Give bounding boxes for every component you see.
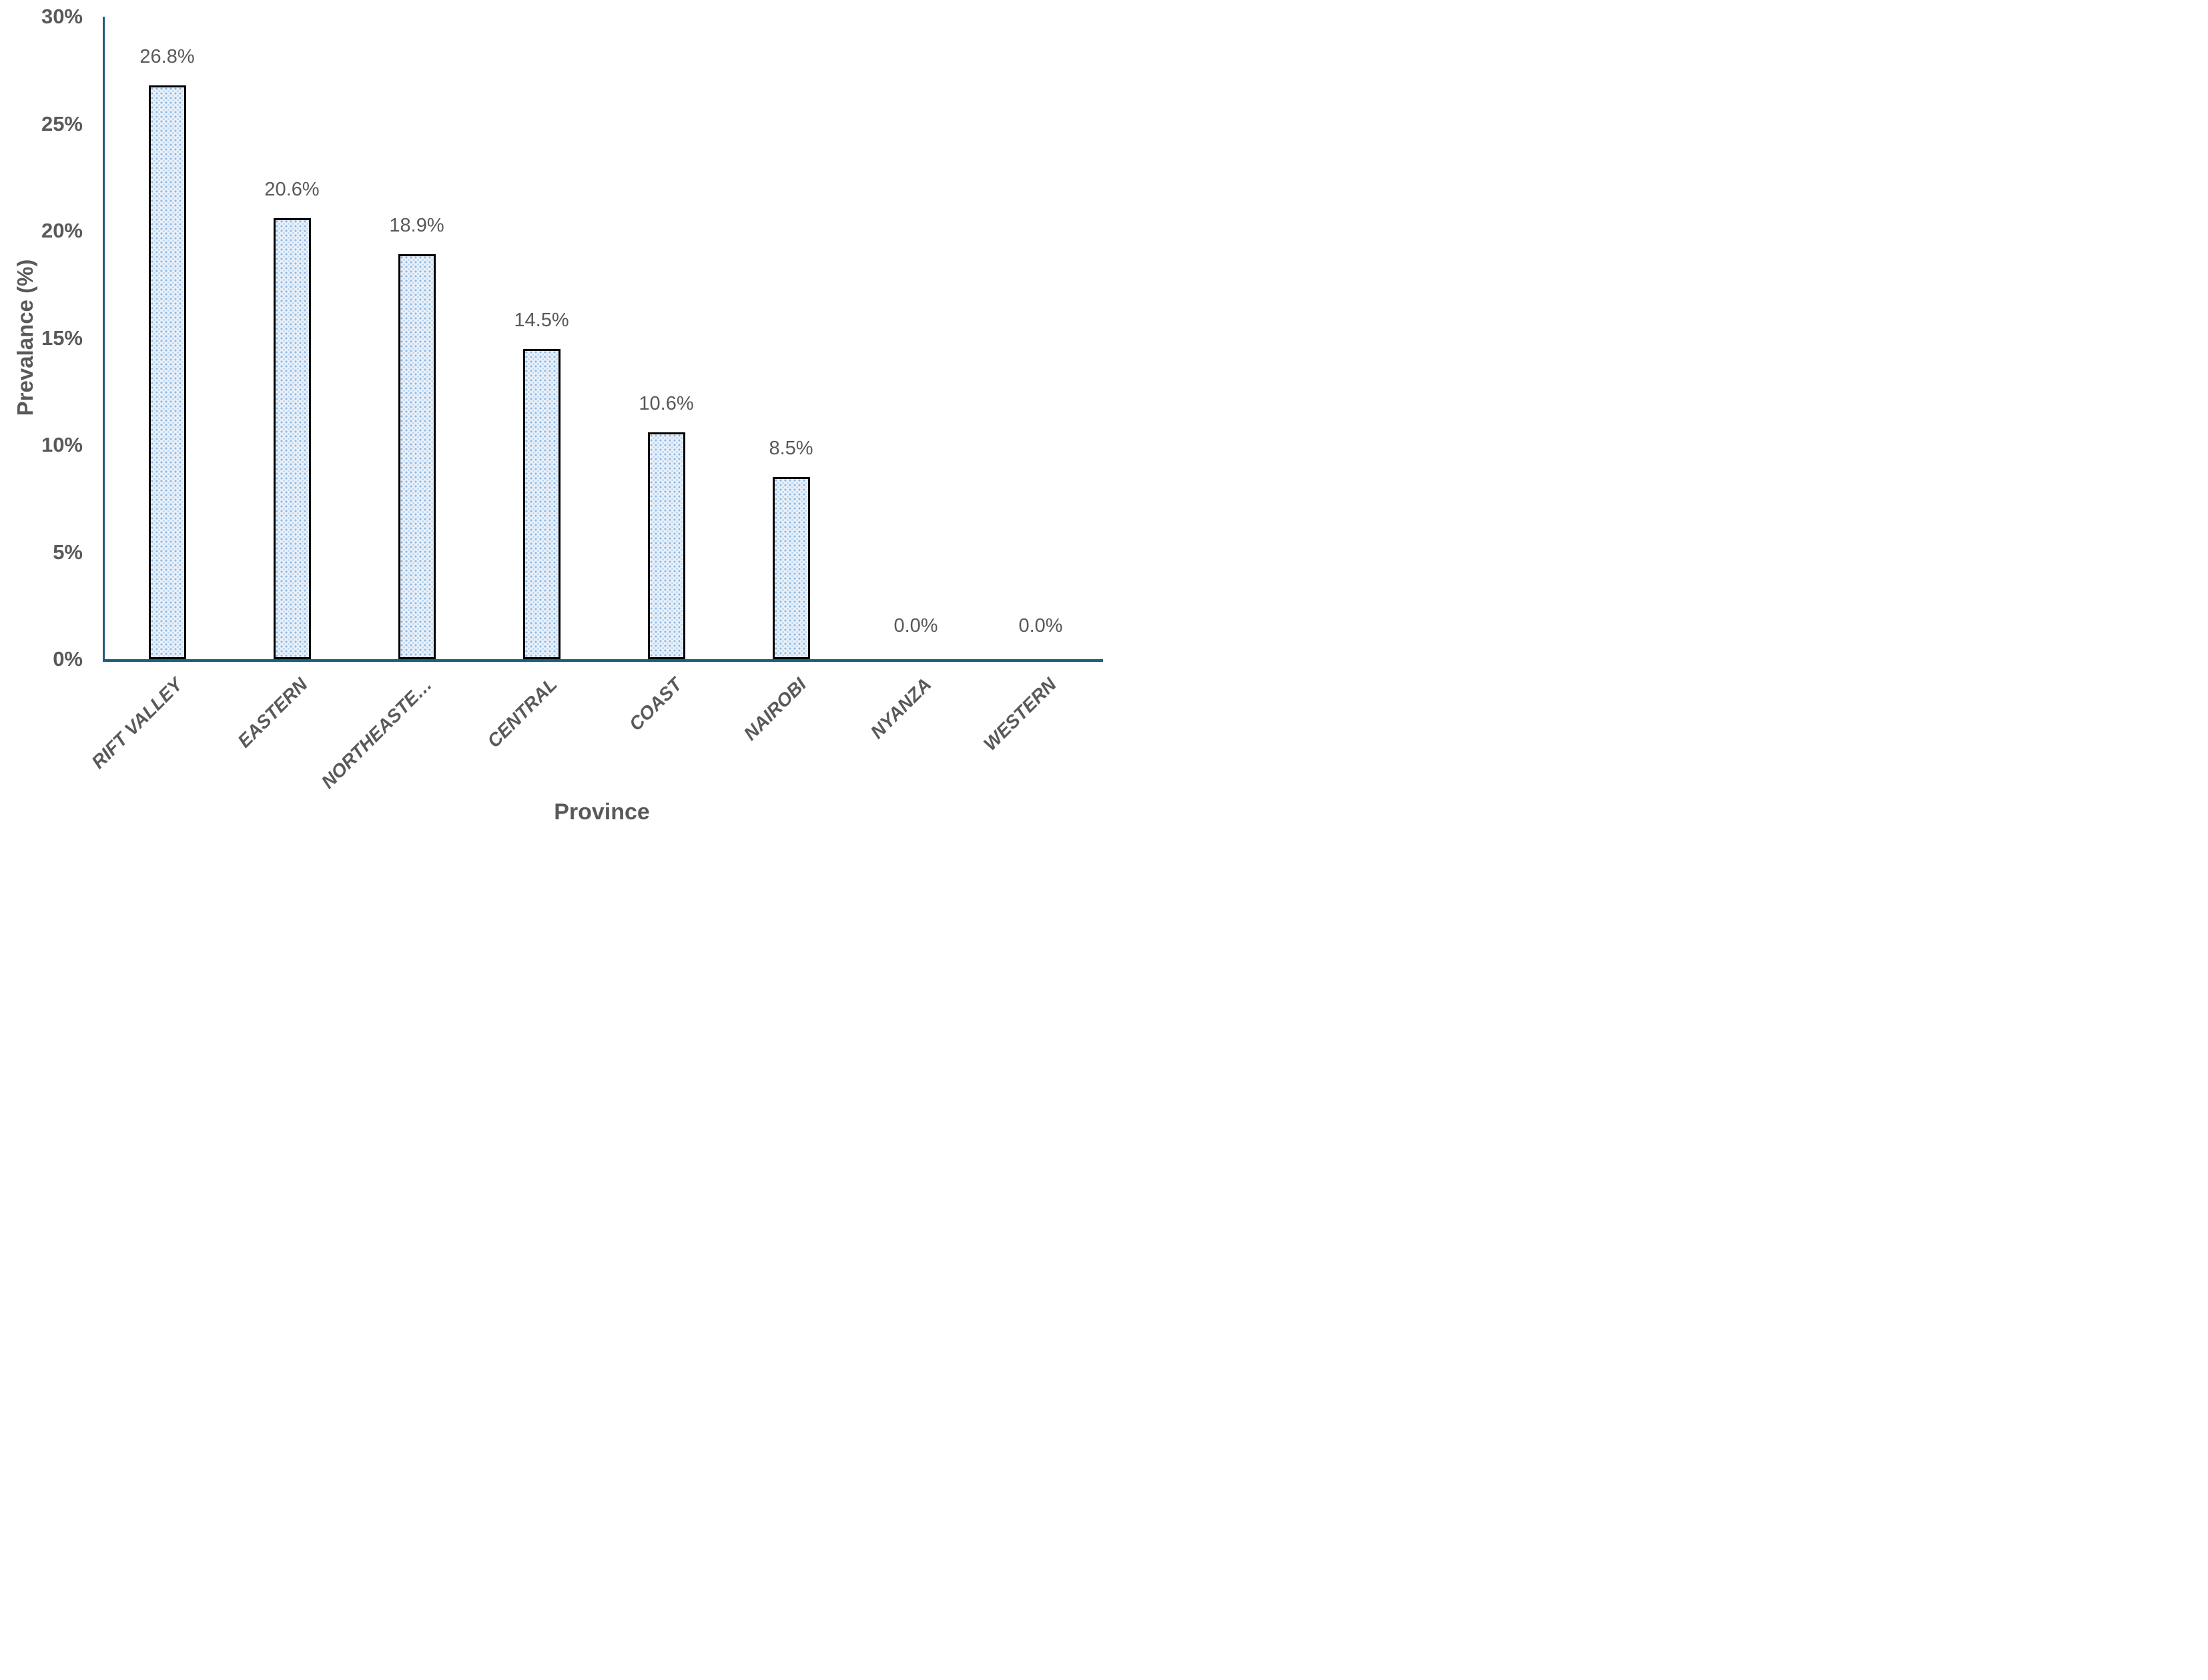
- y-tick-label: 25%: [41, 111, 83, 135]
- bar-value-label: 0.0%: [1018, 615, 1063, 637]
- bar-value-label: 18.9%: [389, 215, 444, 237]
- x-category-label: RIFT VALLEY: [87, 674, 187, 773]
- y-tick-label: 30%: [41, 5, 83, 28]
- bar: [647, 432, 685, 659]
- y-tick-label: 0%: [53, 647, 83, 671]
- x-category-label: COAST: [625, 674, 686, 735]
- x-category-label: NAIROBI: [739, 674, 811, 745]
- bar-value-label: 8.5%: [769, 438, 813, 460]
- bar-value-label: 10.6%: [639, 392, 694, 414]
- x-category-label: EASTERN: [233, 674, 312, 752]
- bar: [148, 85, 186, 659]
- bar-chart: Prevalance (%) 30% 25% 20% 15% 10% 5% 0% 26.8%…: [0, 0, 1104, 840]
- x-category-label: CENTRAL: [482, 674, 561, 752]
- bar-value-label: 26.8%: [139, 45, 195, 67]
- plot-area: 26.8% 20.6% 18.9% 14.5% 10.6% 8.5% 0.0% 0.0%: [103, 17, 1103, 662]
- x-category-label: NYANZA: [866, 674, 936, 743]
- bar-value-label: 20.6%: [264, 178, 320, 200]
- y-tick-label: 10%: [41, 433, 83, 456]
- bar-value-label: 14.5%: [514, 309, 569, 331]
- x-category-label: WESTERN: [979, 674, 1060, 755]
- y-tick-label: 20%: [41, 219, 83, 242]
- bar: [522, 348, 561, 659]
- y-tick-label: 15%: [41, 326, 83, 350]
- bar: [273, 218, 311, 659]
- bar: [398, 254, 436, 659]
- x-axis-title: Province: [554, 799, 650, 825]
- x-category-label: NORTHEASTE…: [317, 674, 436, 793]
- bar-value-label: 0.0%: [893, 615, 938, 637]
- y-tick-label: 5%: [53, 540, 83, 564]
- bar: [772, 477, 810, 659]
